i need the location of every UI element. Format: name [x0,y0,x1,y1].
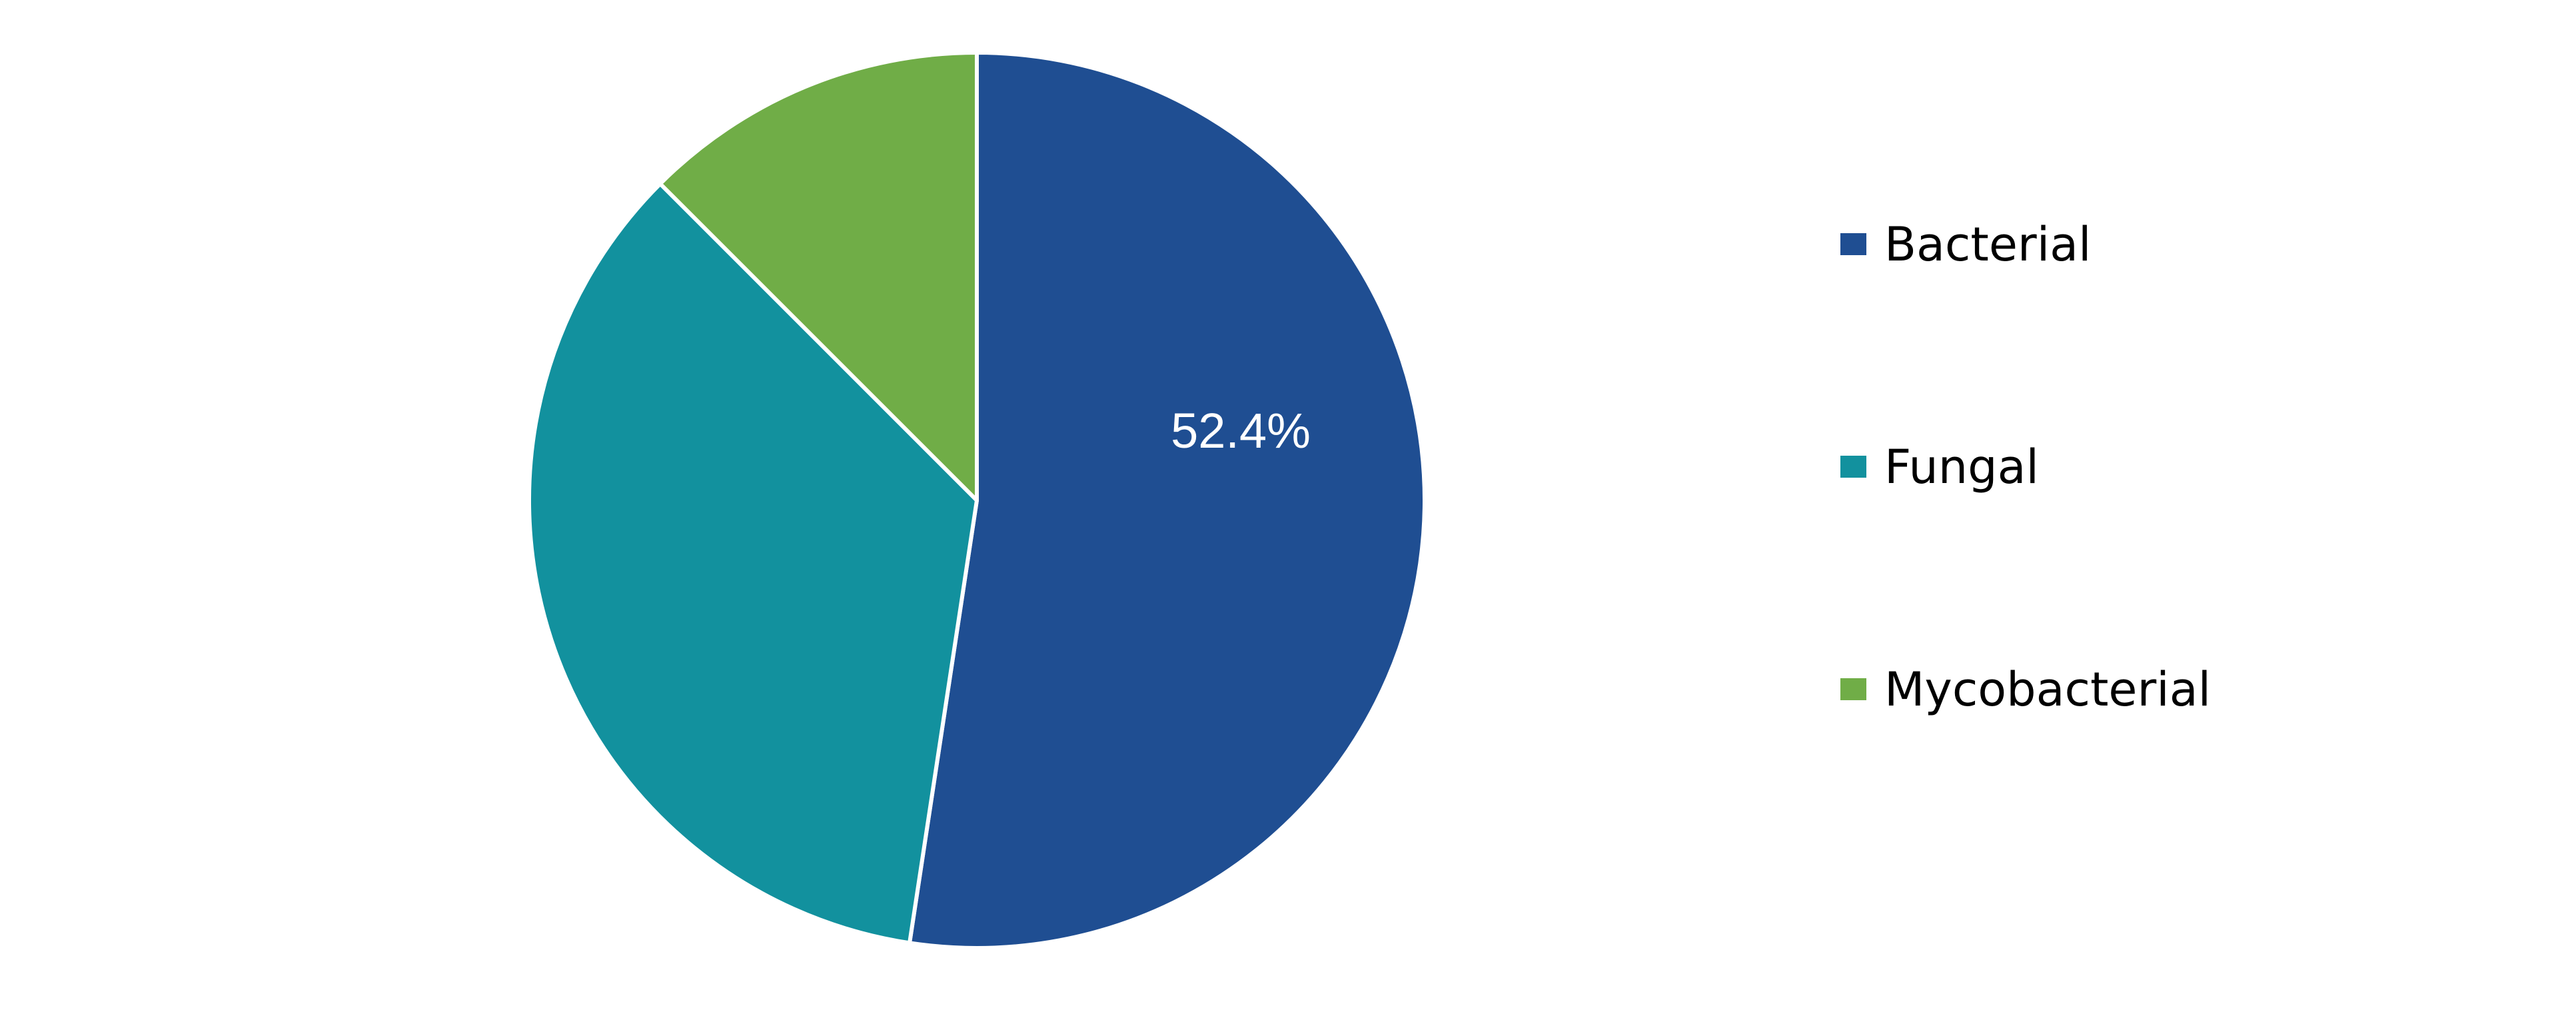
pie-slices [527,51,1427,950]
legend-label-bacterial: Bacterial [1884,217,2092,272]
pie-slice-mycobacterial [658,51,979,502]
legend-swatch-fungal [1840,456,1866,478]
pie-slice-bacterial [908,51,1427,950]
pie-slice-fungal [527,181,979,945]
legend-label-mycobacterial: Mycobacterial [1884,662,2211,717]
data-labels: 52.4% [1171,403,1311,458]
data-label-bacterial: 52.4% [1171,403,1311,458]
legend: Bacterial Fungal Mycobacterial [1840,217,2211,717]
legend-swatch-bacterial [1840,233,1866,255]
legend-swatch-mycobacterial [1840,678,1866,700]
legend-label-fungal: Fungal [1884,440,2039,494]
